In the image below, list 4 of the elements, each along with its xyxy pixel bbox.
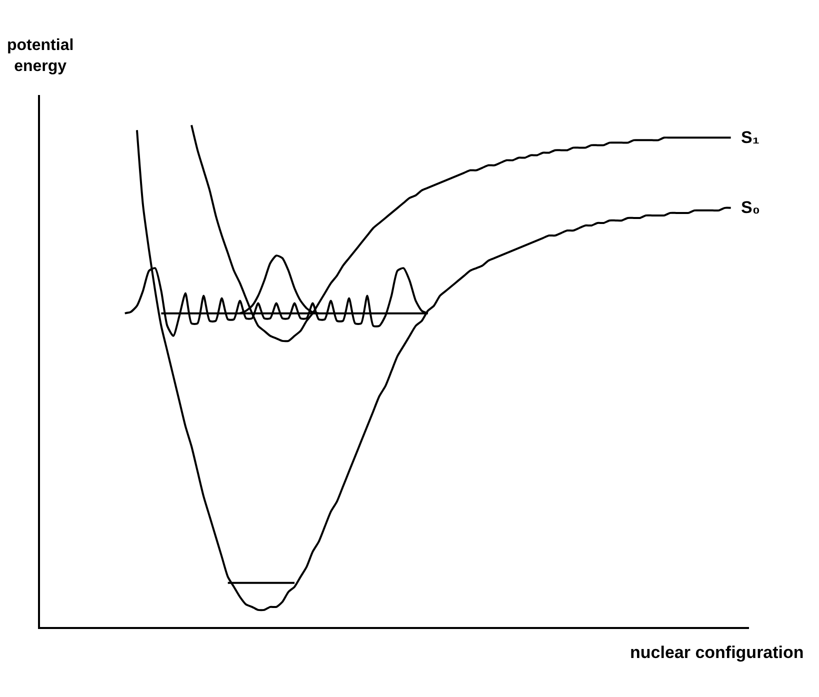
- y-axis-title: potential energy: [7, 37, 74, 75]
- series-label: S₀: [741, 198, 760, 217]
- x-axis-title: nuclear configuration: [630, 643, 804, 662]
- series-label: S₁: [741, 128, 760, 147]
